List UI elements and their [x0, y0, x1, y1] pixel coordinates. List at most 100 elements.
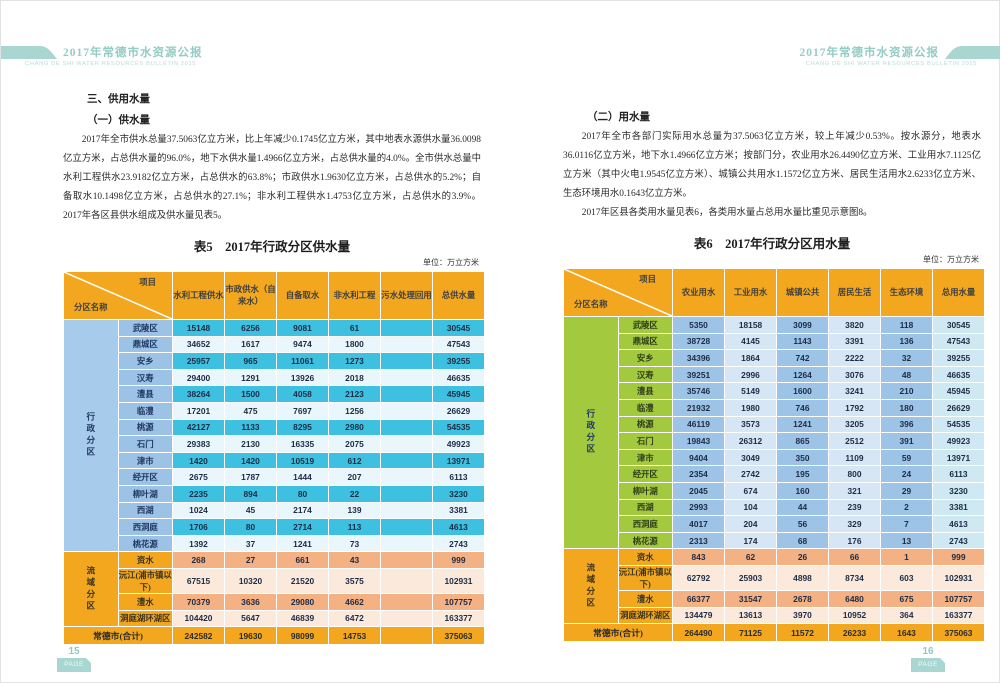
- table-cell: 26312: [724, 432, 777, 450]
- table-cell: 475: [224, 401, 277, 420]
- table-cell: 603: [880, 564, 933, 591]
- table-cell: 2123: [328, 385, 381, 403]
- row-label: 安乡: [117, 352, 173, 370]
- table-row: 沅江(浦市镇以下) 62792 25903 4898 8734 603 102931: [564, 564, 985, 591]
- table-cell: 1617: [224, 335, 277, 354]
- total-cell: 14753: [328, 626, 381, 646]
- table-row: 桃源 46119 3573 1241 3205 396 54535: [564, 415, 985, 434]
- column-header: 城镇公共: [776, 268, 829, 317]
- table-row: 桃花源 2313 174 68 176 13 2743: [564, 531, 985, 550]
- table-cell: 39251: [672, 365, 725, 384]
- table-cell: 3241: [828, 382, 881, 400]
- table-cell: [380, 518, 433, 536]
- table-cell: 1420: [172, 451, 225, 470]
- table-cell: 2075: [328, 435, 381, 453]
- row-label: 西洞庭: [117, 518, 173, 536]
- table-cell: 1800: [328, 335, 381, 354]
- table5-title: 表5 2017年行政分区供水量: [193, 240, 351, 254]
- table-cell: 16335: [276, 435, 329, 453]
- table-cell: 7: [880, 515, 933, 533]
- table-cell: 3391: [828, 332, 881, 351]
- table-row: 安乡 25957 965 11061 1273 39255: [64, 352, 485, 370]
- table-cell: 1241: [276, 534, 329, 553]
- bulletin-title-cn: 2017年常德市水资源公报: [63, 47, 203, 59]
- row-label: 武陵区: [617, 316, 673, 334]
- table-cell: 2743: [932, 531, 985, 550]
- table-cell: 4613: [932, 515, 985, 533]
- group-label: 流域分区: [63, 551, 119, 628]
- table-row: 流域分区 资水 268 27 661 43 999: [63, 551, 485, 628]
- table-cell: 39255: [432, 352, 485, 370]
- table-cell: [380, 609, 433, 628]
- table-cell: 32: [880, 349, 933, 367]
- table-cell: [380, 385, 433, 403]
- table-cell: 35746: [672, 382, 725, 400]
- table-cell: 163377: [932, 606, 985, 625]
- supply-table: 项目 分区名称 水利工程供水 市政供水（自来水） 自备取水 非水利工程 污水处理回用 总供…: [63, 271, 485, 646]
- table-cell: 3076: [828, 365, 881, 384]
- table-cell: 3575: [328, 567, 381, 594]
- table-row: 流域分区 资水 843 62 26 66 1 999: [563, 548, 985, 625]
- table-cell: 1024: [172, 501, 225, 520]
- bulletin-title-en: CHANG DE SHI WATER RESOURCES BULLETIN 20…: [805, 61, 977, 67]
- table-cell: 180: [880, 398, 933, 417]
- row-label: 临澧: [617, 398, 673, 417]
- table-cell: 5149: [724, 382, 777, 400]
- table-row: 洞庭湖环湖区 104420 5647 46839 6472 163377: [64, 609, 485, 628]
- table-cell: 163377: [432, 609, 485, 628]
- row-label: 临澧: [117, 401, 173, 420]
- table-cell: 3049: [724, 448, 777, 467]
- table-cell: 42127: [172, 418, 225, 437]
- row-label: 汉寿: [117, 368, 173, 387]
- page-right: 2017年常德市水资源公报 CHANG DE SHI WATER RESOURC…: [501, 1, 1000, 682]
- table-header-row: 项目 分区名称 农业用水 工业用水 城镇公共 居民生活 生态环境 总用水量: [563, 268, 985, 317]
- table-cell: 34652: [172, 335, 225, 354]
- table-cell: 2045: [672, 481, 725, 500]
- row-label: 西湖: [617, 498, 673, 517]
- table-cell: 612: [328, 451, 381, 470]
- table-cell: 1706: [172, 518, 225, 536]
- table-cell: 68: [776, 531, 829, 550]
- table-row: 西湖 2993 104 44 239 2 3381: [564, 498, 985, 517]
- corner-label-item: 项目: [139, 278, 156, 287]
- table-cell: 1787: [224, 468, 277, 486]
- row-label: 经开区: [617, 465, 673, 483]
- group-label: 行政分区: [63, 318, 119, 553]
- table-cell: 2: [880, 498, 933, 517]
- table-cell: 26629: [432, 401, 485, 420]
- table-cell: 999: [932, 548, 985, 566]
- table-row: 澧水 66377 31547 2678 6480 675 107757: [564, 589, 985, 608]
- table-cell: 113: [328, 518, 381, 536]
- table-cell: 746: [776, 398, 829, 417]
- table-cell: 5350: [672, 316, 725, 334]
- table-cell: 2130: [224, 435, 277, 453]
- diagonal-divider: [64, 272, 172, 319]
- corner-header-cell: 项目 分区名称: [63, 271, 173, 320]
- table-cell: [380, 534, 433, 553]
- table-cell: 1291: [224, 368, 277, 387]
- table-row: 桃源 42127 1133 8295 2980 54535: [64, 418, 485, 437]
- column-header: 水利工程供水: [172, 271, 225, 320]
- total-cell: 375063: [432, 626, 485, 646]
- table-cell: 10952: [828, 606, 881, 625]
- table-header-row: 项目 分区名称 水利工程供水 市政供水（自来水） 自备取水 非水利工程 污水处理回用 总供…: [63, 271, 485, 320]
- row-label: 武陵区: [117, 319, 173, 337]
- column-header: 总供水量: [432, 271, 485, 320]
- table-cell: 2996: [724, 365, 777, 384]
- table-row: 柳叶湖 2235 894 80 22 3230: [64, 484, 485, 503]
- table-cell: 25903: [724, 564, 777, 591]
- corner-label-item: 项目: [639, 275, 656, 284]
- table-row: 柳叶湖 2045 674 160 321 29 3230: [564, 481, 985, 500]
- table-cell: [380, 401, 433, 420]
- corner-label-region: 分区名称: [74, 302, 108, 312]
- row-label: 经开区: [117, 468, 173, 486]
- table-row: 西湖 1024 45 2174 139 3381: [64, 501, 485, 520]
- table-cell: 26629: [932, 398, 985, 417]
- table-cell: 54535: [932, 415, 985, 434]
- table-cell: 56: [776, 515, 829, 533]
- table-row: 临澧 17201 475 7697 1256 26629: [64, 401, 485, 420]
- table-cell: 8295: [276, 418, 329, 437]
- total-label: 常德市(合计): [63, 626, 173, 646]
- section-heading: 三、供用水量: [87, 94, 150, 105]
